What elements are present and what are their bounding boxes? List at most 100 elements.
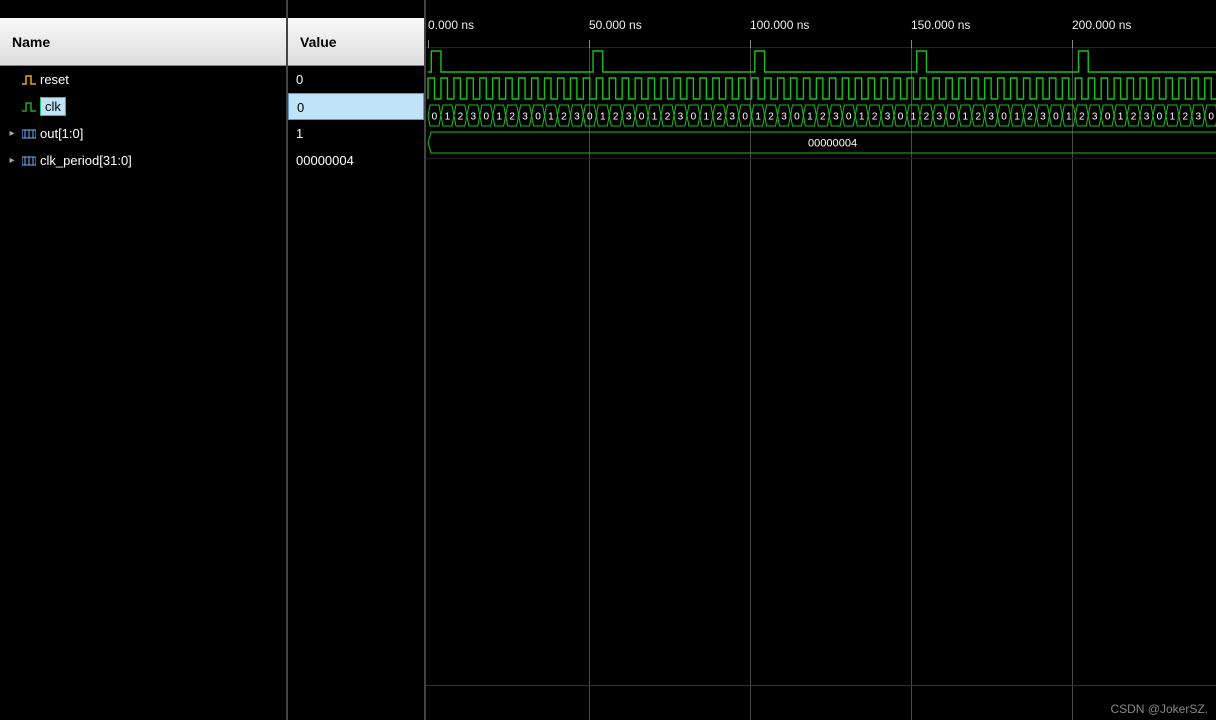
signal-row-clk[interactable]: clk [0, 93, 286, 120]
grid-horizontal-line [426, 685, 1216, 686]
svg-text:3: 3 [833, 112, 839, 123]
svg-text:0: 0 [483, 112, 489, 123]
svg-text:2: 2 [768, 112, 774, 123]
signal-row-reset[interactable]: reset [0, 66, 286, 93]
svg-text:2: 2 [509, 112, 515, 123]
svg-text:0: 0 [846, 112, 852, 123]
svg-text:1: 1 [755, 112, 761, 123]
waveform-panel[interactable]: 0.000 ns50.000 ns100.000 ns150.000 ns200… [426, 0, 1216, 720]
svg-text:3: 3 [781, 112, 787, 123]
signal-row-out-1-0-[interactable]: ▸ out[1:0] [0, 120, 286, 147]
bus-icon [21, 153, 37, 169]
waveform-row-reset[interactable] [426, 48, 1216, 75]
waveform-viewer: Name resetclk▸out[1:0]▸clk_period[31:0] … [0, 0, 1216, 720]
bus-icon [21, 126, 37, 142]
svg-text:0: 0 [535, 112, 541, 123]
svg-text:00000004: 00000004 [808, 138, 857, 150]
svg-text:2: 2 [1183, 112, 1189, 123]
svg-text:0: 0 [639, 112, 645, 123]
wave-panel-top-strip [426, 0, 1216, 18]
svg-text:1: 1 [600, 112, 606, 123]
svg-text:2: 2 [975, 112, 981, 123]
svg-text:2: 2 [1027, 112, 1033, 123]
svg-text:1: 1 [1014, 112, 1020, 123]
time-ruler[interactable]: 0.000 ns 50.000 ns 100.000 ns 150.000 ns 200… [426, 18, 1216, 48]
svg-text:3: 3 [574, 112, 580, 123]
value-row[interactable]: 1 [288, 120, 424, 147]
waveform-row-out-1-0-[interactable]: 0123012301230123012301230123012301230123… [426, 102, 1216, 129]
expand-arrow-icon[interactable]: ▸ [6, 128, 18, 139]
expand-arrow-icon[interactable]: ▸ [6, 155, 18, 166]
svg-text:1: 1 [962, 112, 968, 123]
waveform-row-clk-period-31-0-[interactable]: 00000004 [426, 129, 1216, 156]
svg-text:3: 3 [626, 112, 632, 123]
svg-text:1: 1 [496, 112, 502, 123]
ruler-tick: 100.000 ns [750, 18, 809, 32]
svg-text:1: 1 [704, 112, 710, 123]
svg-text:3: 3 [678, 112, 684, 123]
svg-text:2: 2 [820, 112, 826, 123]
ruler-tick: 150.000 ns [911, 18, 970, 32]
svg-text:0: 0 [432, 112, 438, 123]
value-panel-top-strip [288, 0, 424, 18]
signal-label: out[1:0] [40, 126, 83, 141]
svg-text:3: 3 [1144, 112, 1150, 123]
svg-text:3: 3 [1195, 112, 1201, 123]
svg-text:3: 3 [1040, 112, 1046, 123]
svg-text:0: 0 [794, 112, 800, 123]
value-column-header[interactable]: Value [288, 18, 424, 66]
grid-horizontal-line [426, 158, 1216, 159]
value-panel: Value 00100000004 [288, 0, 426, 720]
svg-text:1: 1 [1066, 112, 1072, 123]
svg-text:0: 0 [1105, 112, 1111, 123]
svg-text:0: 0 [1208, 112, 1214, 123]
signal-list: reset clk ▸ out[1:0] ▸ clk_period[31:0] [0, 66, 286, 720]
svg-text:3: 3 [1092, 112, 1098, 123]
svg-text:3: 3 [885, 112, 891, 123]
svg-text:0: 0 [1001, 112, 1007, 123]
svg-text:1: 1 [911, 112, 917, 123]
svg-text:0: 0 [1157, 112, 1163, 123]
watermark-text: CSDN @JokerSZ. [1110, 702, 1208, 716]
ruler-tick: 0.000 ns [428, 18, 474, 32]
ruler-tick: 200.000 ns [1072, 18, 1131, 32]
signal-row-clk-period-31-0-[interactable]: ▸ clk_period[31:0] [0, 147, 286, 174]
svg-text:3: 3 [471, 112, 477, 123]
signal-label: clk_period[31:0] [40, 153, 132, 168]
svg-text:2: 2 [458, 112, 464, 123]
signal-1bit-icon [21, 72, 37, 88]
svg-text:1: 1 [652, 112, 658, 123]
svg-text:2: 2 [561, 112, 567, 123]
svg-text:2: 2 [1131, 112, 1137, 123]
signal-label: reset [40, 72, 69, 87]
svg-text:2: 2 [1079, 112, 1085, 123]
name-panel-top-strip [0, 0, 286, 18]
waveform-area[interactable]: 0123012301230123012301230123012301230123… [426, 48, 1216, 688]
svg-text:2: 2 [716, 112, 722, 123]
svg-text:0: 0 [742, 112, 748, 123]
svg-text:1: 1 [445, 112, 451, 123]
svg-text:0: 0 [950, 112, 956, 123]
waveform-row-clk[interactable] [426, 75, 1216, 102]
svg-text:2: 2 [613, 112, 619, 123]
svg-text:1: 1 [1118, 112, 1124, 123]
svg-text:0: 0 [898, 112, 904, 123]
svg-text:3: 3 [522, 112, 528, 123]
value-row[interactable]: 0 [288, 93, 424, 120]
signal-1bit-icon [21, 99, 37, 115]
svg-text:1: 1 [859, 112, 865, 123]
svg-text:3: 3 [988, 112, 994, 123]
svg-text:2: 2 [924, 112, 930, 123]
name-panel: Name reset clk ▸ out[1:0] ▸ clk_period[31:0] [0, 0, 288, 720]
svg-text:2: 2 [872, 112, 878, 123]
value-row[interactable]: 0 [288, 66, 424, 93]
ruler-tick: 50.000 ns [589, 18, 642, 32]
svg-text:0: 0 [587, 112, 593, 123]
svg-text:1: 1 [1170, 112, 1176, 123]
value-row[interactable]: 00000004 [288, 147, 424, 174]
name-column-header[interactable]: Name [0, 18, 286, 66]
svg-text:1: 1 [807, 112, 813, 123]
svg-text:0: 0 [1053, 112, 1059, 123]
value-list: 00100000004 [288, 66, 424, 720]
signal-label: clk [40, 97, 66, 116]
